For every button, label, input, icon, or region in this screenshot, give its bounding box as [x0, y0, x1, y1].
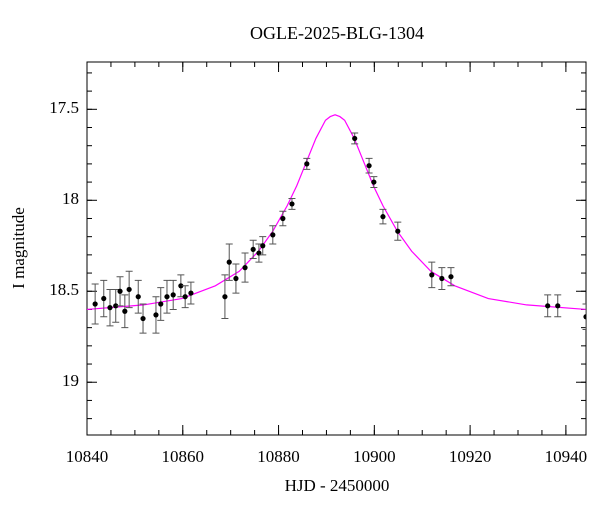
data-point — [555, 303, 561, 309]
data-point — [439, 275, 445, 282]
chart-title: OGLE-2025-BLG-1304 — [250, 23, 424, 43]
data-point — [158, 301, 164, 307]
data-point — [545, 303, 551, 309]
data-point — [250, 246, 256, 253]
data-point — [371, 179, 377, 185]
data-point — [233, 275, 239, 282]
data-point — [395, 228, 401, 234]
data-point — [304, 161, 310, 167]
data-point — [222, 294, 228, 300]
x-tick-label: 10860 — [162, 447, 205, 466]
data-point — [92, 301, 98, 307]
data-point — [140, 315, 146, 322]
y-tick-label: 19 — [62, 371, 79, 390]
data-point — [280, 215, 286, 222]
data-point — [135, 294, 141, 300]
data-point — [429, 272, 435, 278]
data-point — [153, 312, 159, 318]
data-point — [122, 308, 128, 314]
data-point — [170, 292, 176, 298]
x-tick-label: 10900 — [353, 447, 396, 466]
error-bar — [582, 303, 586, 330]
data-point — [178, 283, 184, 289]
data-point — [126, 286, 132, 293]
data-point — [366, 163, 372, 169]
data-point — [260, 243, 266, 249]
data-point — [242, 265, 248, 271]
data-point — [101, 295, 107, 302]
data-point — [380, 214, 386, 220]
data-point — [164, 294, 170, 300]
data-point — [117, 288, 123, 294]
model-curve — [87, 114, 586, 311]
plot-frame — [86, 61, 587, 436]
data-point — [188, 290, 194, 296]
plot-area — [87, 114, 586, 334]
data-point — [113, 303, 119, 309]
data-point — [256, 250, 262, 256]
y-tick-label: 18 — [62, 189, 79, 208]
x-tick-label: 10940 — [545, 447, 588, 466]
data-point — [226, 259, 232, 265]
x-tick-label: 10880 — [257, 447, 300, 466]
data-point — [182, 294, 188, 300]
y-tick-label: 17.5 — [49, 98, 79, 117]
y-axis-label: I magnitude — [9, 207, 28, 289]
y-tick-label: 18.5 — [49, 280, 79, 299]
x-tick-label: 10920 — [449, 447, 492, 466]
data-point — [107, 305, 113, 311]
x-axis-label: HJD - 2450000 — [285, 476, 390, 495]
data-point — [583, 314, 586, 320]
data-point — [352, 135, 358, 142]
data-point — [448, 274, 454, 280]
data-point — [289, 201, 295, 207]
data-point — [270, 232, 276, 238]
x-tick-label: 10840 — [66, 447, 109, 466]
